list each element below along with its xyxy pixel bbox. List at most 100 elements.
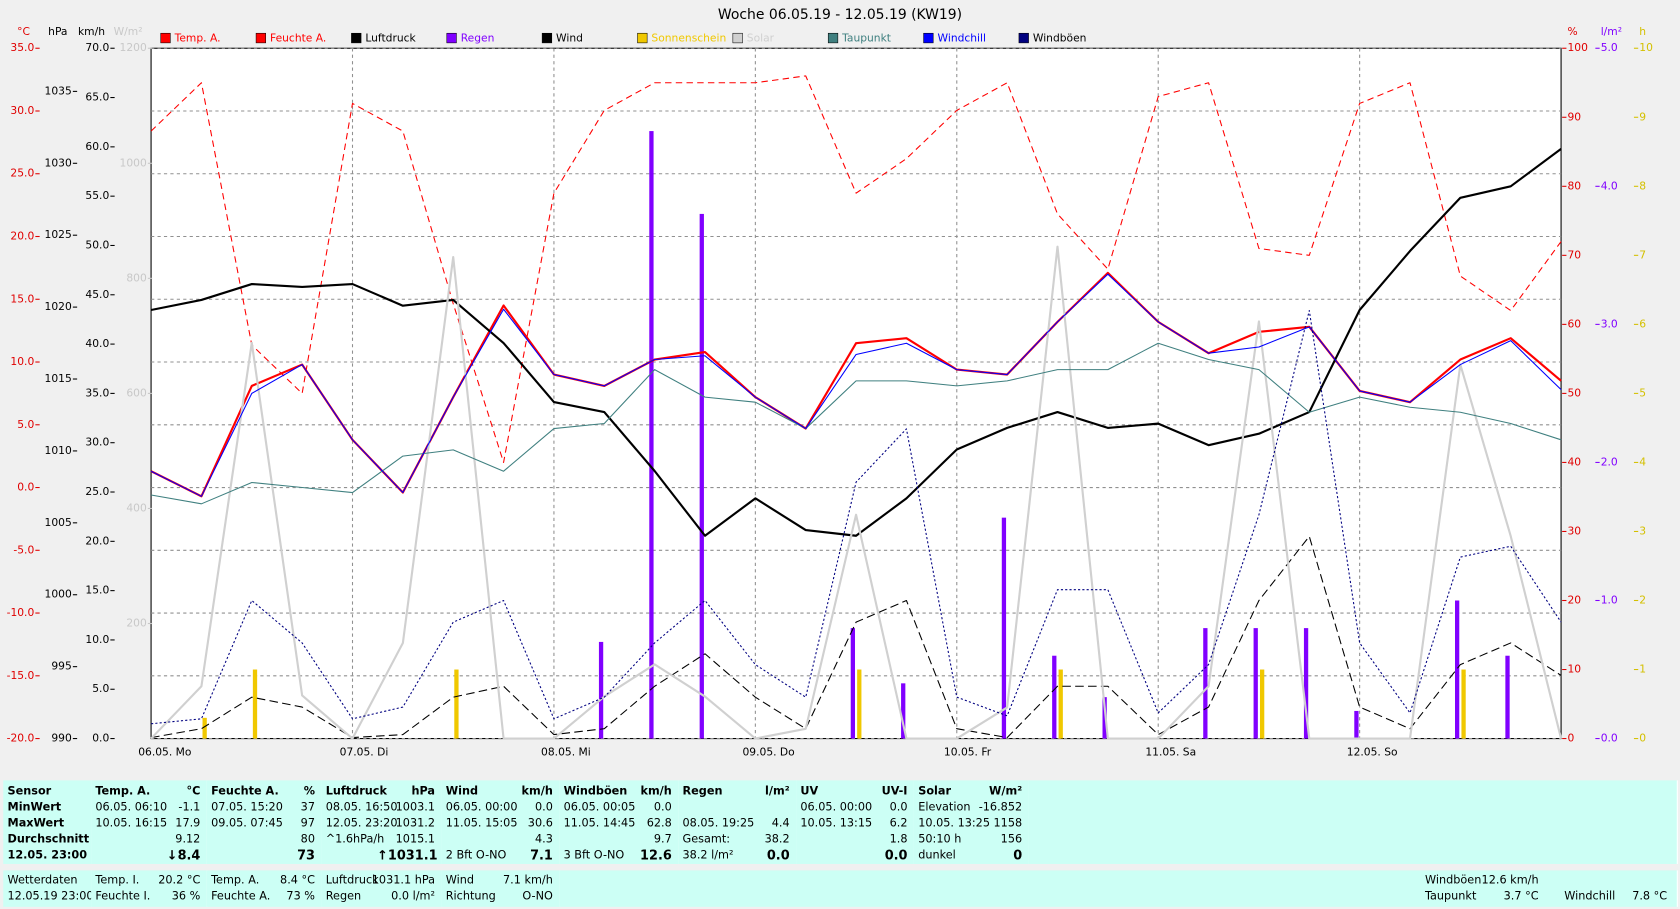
current-name: Windböen	[1425, 873, 1482, 887]
current-block	[441, 870, 561, 907]
cell-value: 156	[1000, 832, 1023, 846]
current-name: Taupunkt	[1425, 889, 1477, 903]
y-tick-label: 80	[1568, 179, 1582, 192]
cell-label: 06.05. 00:05	[563, 800, 636, 814]
cell-value: 1031.2	[395, 816, 436, 830]
y-tick-label: 1200	[120, 41, 147, 54]
y-tick-label: 0	[1568, 732, 1575, 745]
y-tick-label: 40.0	[85, 337, 109, 350]
cell-value: 37	[300, 800, 316, 814]
summary-block	[441, 780, 561, 864]
cell-value: 1158	[993, 816, 1023, 830]
cell-label: Elevation	[918, 800, 971, 814]
grid	[151, 47, 1562, 740]
y-tick-label: 5.0	[17, 418, 34, 431]
cell-value: 4.4	[771, 816, 790, 830]
legend-label: Windchill	[938, 32, 986, 45]
y-tick-label: 0.0	[17, 481, 34, 494]
current-block	[559, 870, 1678, 907]
series-line	[150, 148, 1562, 537]
y-tick-label: 90	[1568, 110, 1582, 123]
x-tick-label: 11.05. Sa	[1145, 745, 1196, 758]
block-unit: km/h	[521, 784, 553, 798]
legend-label: Windböen	[1033, 32, 1087, 45]
y-tick-label: 65.0	[85, 91, 109, 104]
y-tick-label: 10	[1568, 663, 1582, 676]
y-tick-label: 30.0	[85, 436, 109, 449]
x-tick-label: 12.05. So	[1347, 745, 1398, 758]
y-tick-label: 3.0	[1601, 317, 1618, 330]
series-line	[150, 245, 1563, 740]
y-tick-label: 1.0	[1601, 593, 1618, 606]
bar	[1505, 655, 1510, 739]
bar	[850, 628, 856, 739]
cell-label: 06.05. 00:00	[445, 800, 518, 814]
y-tick-label: 50	[1568, 386, 1582, 399]
summary-block	[321, 780, 443, 864]
series-line	[150, 75, 1562, 463]
cell-label: 11.05. 14:45	[563, 816, 636, 830]
y-tick-label: 4.0	[1601, 179, 1618, 192]
legend-swatch	[827, 32, 839, 44]
cell-label: 2 Bft O-NO	[445, 848, 507, 862]
y-tick-label: 600	[126, 386, 147, 399]
y-tick-label: 1020	[45, 300, 72, 313]
summary-block	[206, 780, 323, 864]
y-tick-label: 0	[1639, 732, 1646, 745]
legend-swatch	[541, 32, 553, 44]
cell-value: 9.12	[175, 832, 201, 846]
y-tick-label: 800	[126, 271, 147, 284]
current-value: 36 %	[171, 889, 201, 903]
series-line	[150, 342, 1562, 505]
bar	[1102, 697, 1107, 739]
y-tick-label: -5.0	[13, 543, 34, 556]
row-label: 12.05. 23:00	[7, 848, 88, 862]
cell-value: 1003.1	[395, 800, 436, 814]
y-tick-label: 9	[1639, 110, 1646, 123]
cell-value: 38.2	[764, 832, 790, 846]
current-name: Richtung	[445, 889, 496, 903]
bar	[1354, 710, 1359, 739]
series-line	[150, 535, 1562, 739]
y-tick-label: 5.0	[1601, 41, 1618, 54]
current-name: Feuchte I.	[95, 889, 151, 903]
cell-value: 1.8	[889, 832, 908, 846]
y-tick-label: 70	[1568, 248, 1582, 261]
current-name: Wind	[445, 873, 474, 887]
current-label: Wetterdaten	[7, 873, 78, 887]
cell-value: 6.2	[889, 816, 908, 830]
summary-block	[796, 780, 916, 864]
legend-label: Luftdruck	[365, 32, 416, 45]
cell-label: 38.2 l/m²	[682, 848, 734, 862]
legend-swatch	[255, 32, 266, 44]
current-value: 7.8 °C	[1632, 889, 1668, 903]
summary-block	[1028, 780, 1678, 864]
legend-swatch	[160, 32, 171, 44]
cell-value: 0	[1013, 847, 1023, 863]
y-tick-label: 1030	[45, 156, 72, 169]
block-title: Regen	[682, 784, 723, 798]
legend-label: Solar	[747, 32, 775, 45]
cell-value: 1015.1	[395, 832, 436, 846]
cell-value: ↓8.4	[166, 847, 201, 863]
cell-label: 11.05. 15:05	[445, 816, 518, 830]
y-tick-label: 10	[1639, 41, 1653, 54]
cell-label: 10.05. 16:15	[95, 816, 168, 830]
y-tick-label: 2.0	[1601, 455, 1618, 468]
x-tick-label: 10.05. Fr	[944, 745, 992, 758]
current-value: 8.4 °C	[280, 873, 316, 887]
cell-label: 12.05. 23:20	[325, 816, 398, 830]
y-tick-label: 20	[1568, 593, 1582, 606]
bar	[649, 131, 654, 739]
cell-value: 0.0	[889, 800, 908, 814]
cell-value: 0.0	[884, 847, 908, 863]
block-unit: %	[303, 784, 316, 798]
y-tick-label: 5.0	[92, 682, 109, 695]
y-tick-label: 1035	[45, 84, 72, 97]
block-unit: °C	[186, 784, 201, 798]
block-unit: l/m²	[765, 784, 790, 798]
block-title: Feuchte A.	[211, 784, 279, 798]
cell-value: 0.0	[653, 800, 672, 814]
series-line	[150, 273, 1562, 497]
block-unit: UV-I	[881, 784, 908, 798]
